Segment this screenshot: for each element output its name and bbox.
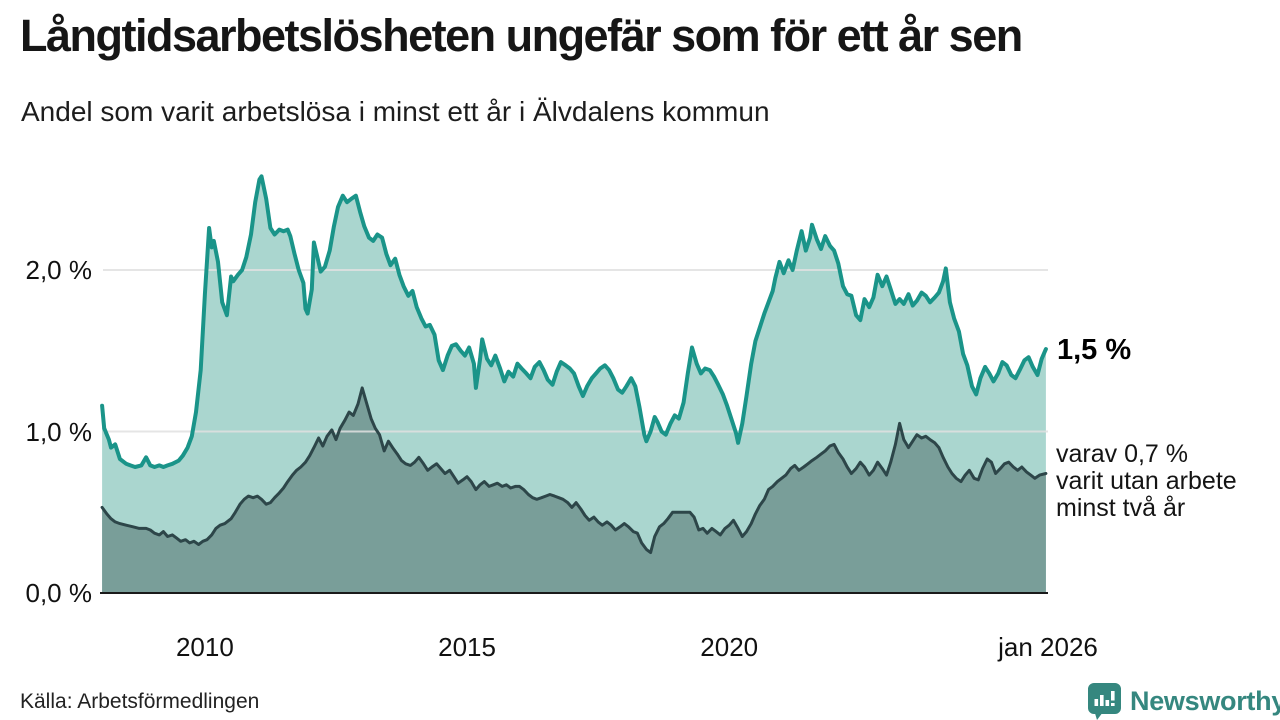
logo-bar-tall [1100,695,1104,706]
newsworthy-logo-icon [1088,683,1121,720]
area-fills [102,176,1046,594]
x-tick-label: 2010 [175,632,234,662]
y-tick-label: 2,0 % [25,255,93,285]
newsworthy-brand: Newsworthy [1086,682,1280,720]
logo-bar-short [1094,699,1099,706]
x-tick-label: jan 2026 [998,632,1098,662]
newsworthy-brand-text: Newsworthy [1130,686,1280,716]
x-tick-label: 2020 [700,632,759,662]
secondary-annotation-line: varit utan arbete [1056,467,1237,495]
source-caption: Källa: Arbetsförmedlingen [20,690,260,713]
latest-value-annotation: 1,5 % [1057,334,1132,366]
secondary-annotation-line: varav 0,7 % [1056,440,1189,468]
series-lines [100,174,1048,555]
page-title: Långtidsarbetslösheten ungefär som för e… [20,10,1023,61]
secondary-annotation-line: minst två år [1056,494,1186,522]
series-line-0 [100,174,1048,469]
logo-exclamation-dot [1111,703,1115,706]
page-subtitle: Andel som varit arbetslösa i minst ett å… [21,96,770,127]
y-tick-label: 1,0 % [25,416,93,447]
gridlines [103,269,1048,433]
secondary-series-annotation: varav 0,7 % varit utan arbete minst två … [1056,441,1237,522]
series-line-1 [100,386,1048,555]
series-fill-1 [102,387,1046,593]
x-tick-label: 2015 [438,632,496,662]
logo-bar-medium [1105,700,1110,706]
y-tick-label: 0,0 % [25,578,93,608]
logo-exclamation-bar [1111,691,1115,701]
